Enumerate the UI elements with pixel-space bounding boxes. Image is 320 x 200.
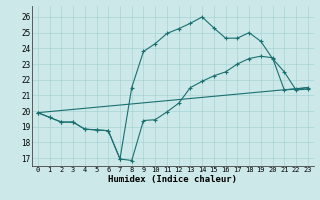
X-axis label: Humidex (Indice chaleur): Humidex (Indice chaleur) [108, 175, 237, 184]
